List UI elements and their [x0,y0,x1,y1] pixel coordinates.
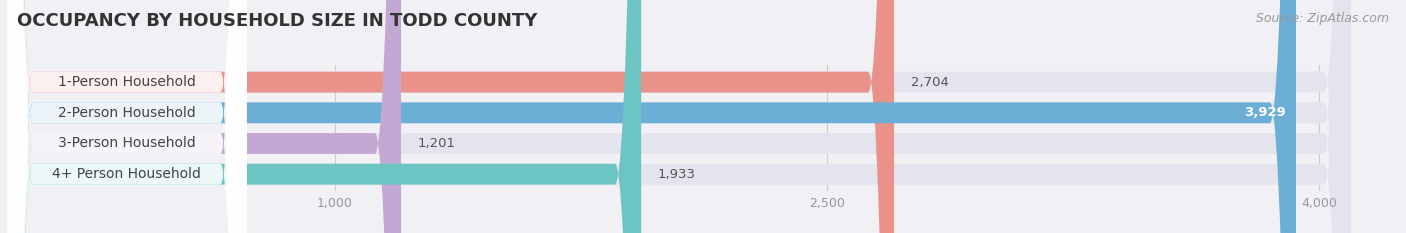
FancyBboxPatch shape [7,0,401,233]
FancyBboxPatch shape [7,0,246,233]
FancyBboxPatch shape [7,0,246,233]
FancyBboxPatch shape [7,0,1350,233]
Text: 1-Person Household: 1-Person Household [58,75,195,89]
FancyBboxPatch shape [7,0,1350,233]
FancyBboxPatch shape [7,0,246,233]
Text: OCCUPANCY BY HOUSEHOLD SIZE IN TODD COUNTY: OCCUPANCY BY HOUSEHOLD SIZE IN TODD COUN… [17,12,537,30]
Text: 2,704: 2,704 [911,76,949,89]
Text: 3-Person Household: 3-Person Household [58,137,195,151]
FancyBboxPatch shape [7,0,1350,233]
Text: Source: ZipAtlas.com: Source: ZipAtlas.com [1256,12,1389,25]
Text: 4+ Person Household: 4+ Person Household [52,167,201,181]
FancyBboxPatch shape [7,0,1296,233]
FancyBboxPatch shape [7,0,894,233]
FancyBboxPatch shape [7,0,641,233]
FancyBboxPatch shape [7,0,246,233]
FancyBboxPatch shape [7,0,1350,233]
Text: 1,201: 1,201 [418,137,456,150]
Text: 3,929: 3,929 [1244,106,1286,119]
Text: 2-Person Household: 2-Person Household [58,106,195,120]
Text: 1,933: 1,933 [658,168,696,181]
